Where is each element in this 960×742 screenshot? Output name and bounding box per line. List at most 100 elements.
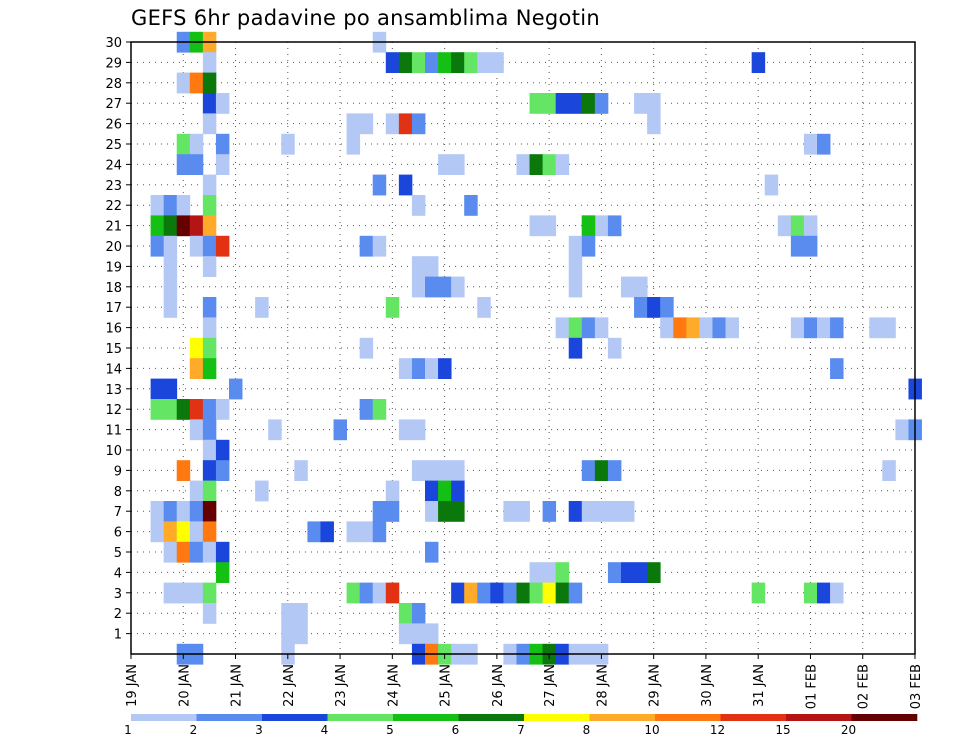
- heatmap-cell: [425, 623, 439, 645]
- heatmap-cell: [150, 235, 165, 257]
- heatmap-cell: [398, 113, 413, 135]
- x-tick-label: 29 JAN: [648, 664, 663, 707]
- heatmap-cell: [176, 521, 191, 543]
- heatmap-cell: [255, 297, 269, 318]
- heatmap-cell: [725, 317, 739, 339]
- heatmap-cell: [411, 195, 426, 216]
- heatmap-cell: [568, 256, 583, 277]
- heatmap-cell: [817, 133, 831, 155]
- heatmap-cell: [281, 603, 295, 624]
- heatmap-cell: [555, 154, 570, 175]
- colorbar-swatch: [524, 714, 590, 721]
- heatmap-cell: [333, 419, 347, 441]
- heatmap-cell: [215, 235, 230, 257]
- heatmap-cell: [346, 582, 361, 604]
- heatmap-cell: [215, 154, 230, 175]
- heatmap-cell: [385, 480, 400, 502]
- heatmap-cell: [568, 93, 583, 114]
- y-tick-label: 9: [114, 464, 122, 479]
- heatmap-cell: [503, 501, 517, 522]
- heatmap-cell: [385, 52, 400, 73]
- heatmap-cell: [359, 113, 374, 135]
- heatmap-cell: [202, 521, 217, 543]
- heatmap-cell: [163, 582, 178, 604]
- heatmap-cell: [189, 235, 204, 257]
- heatmap-cell: [803, 235, 818, 257]
- heatmap-cell: [202, 215, 217, 237]
- heatmap-cell: [372, 582, 387, 604]
- heatmap-cell: [398, 603, 413, 624]
- y-tick-label: 24: [105, 158, 122, 173]
- heatmap-cell: [372, 174, 387, 196]
- heatmap-cell: [346, 133, 361, 155]
- colorbar-label: 7: [517, 723, 525, 737]
- heatmap-cell: [438, 501, 452, 522]
- heatmap-cell: [163, 521, 178, 543]
- heatmap-cell: [869, 317, 883, 339]
- heatmap-cell: [529, 154, 543, 175]
- heatmap-cell: [215, 93, 230, 114]
- heatmap-cell: [568, 317, 583, 339]
- heatmap-cell: [215, 562, 230, 583]
- heatmap-cell: [634, 93, 648, 114]
- heatmap-cell: [581, 235, 596, 257]
- heatmap-cell: [150, 399, 165, 420]
- heatmap-cell: [425, 541, 439, 563]
- heatmap-cell: [542, 215, 557, 237]
- heatmap-cell: [411, 358, 426, 379]
- y-tick-label: 6: [114, 526, 122, 541]
- heatmap-cell: [516, 582, 530, 604]
- heatmap-cell: [372, 399, 387, 420]
- heatmap-cell: [803, 582, 818, 604]
- y-tick-label: 14: [105, 362, 122, 377]
- colorbar-label: 12: [710, 723, 725, 737]
- heatmap-cell: [202, 174, 217, 196]
- heatmap-cell: [581, 501, 596, 522]
- heatmap-cell: [529, 93, 543, 114]
- heatmap-cell: [372, 235, 387, 257]
- y-tick-label: 16: [105, 322, 122, 337]
- y-tick-label: 8: [114, 485, 122, 500]
- heatmap-cell: [882, 460, 896, 481]
- heatmap-cell: [359, 337, 374, 359]
- x-tick-label: 28 JAN: [595, 664, 610, 707]
- y-tick-label: 29: [105, 56, 122, 71]
- y-tick-label: 11: [105, 424, 122, 439]
- heatmap-cell: [202, 93, 217, 114]
- heatmap-cell: [294, 623, 308, 645]
- heatmap-cell: [202, 480, 217, 502]
- heatmap-cell: [202, 419, 217, 441]
- colorbar-swatch: [131, 714, 197, 721]
- heatmap-cell: [202, 317, 217, 339]
- heatmap-cell: [163, 399, 178, 420]
- heatmap-cell: [594, 460, 609, 481]
- heatmap-cell: [411, 460, 426, 481]
- heatmap-cell: [202, 439, 217, 461]
- y-tick-label: 19: [105, 260, 122, 275]
- heatmap-cell: [281, 623, 295, 645]
- heatmap-cell: [464, 52, 478, 73]
- heatmap-cell: [555, 93, 570, 114]
- heatmap-cell: [464, 582, 478, 604]
- x-tick-label: 24 JAN: [386, 664, 401, 707]
- heatmap-cell: [621, 501, 635, 522]
- heatmap-cell: [542, 154, 557, 175]
- heatmap-cell: [189, 480, 204, 502]
- x-tick-label: 22 JAN: [282, 664, 297, 707]
- heatmap-cell: [385, 297, 400, 318]
- heatmap-cell: [189, 72, 204, 94]
- heatmap-cell: [568, 337, 583, 359]
- colorbar-label: 15: [775, 723, 790, 737]
- heatmap-cell: [568, 501, 583, 522]
- heatmap-cell: [555, 562, 570, 583]
- heatmap-cell: [830, 582, 844, 604]
- heatmap-cell: [202, 72, 217, 94]
- y-tick-label: 5: [114, 546, 122, 561]
- heatmap-cell: [438, 276, 452, 298]
- heatmap-cell: [764, 174, 779, 196]
- heatmap-cell: [699, 317, 713, 339]
- heatmap-cell: [817, 317, 831, 339]
- heatmap-cell: [359, 582, 374, 604]
- heatmap-cell: [176, 195, 191, 216]
- heatmap-cell: [830, 358, 844, 379]
